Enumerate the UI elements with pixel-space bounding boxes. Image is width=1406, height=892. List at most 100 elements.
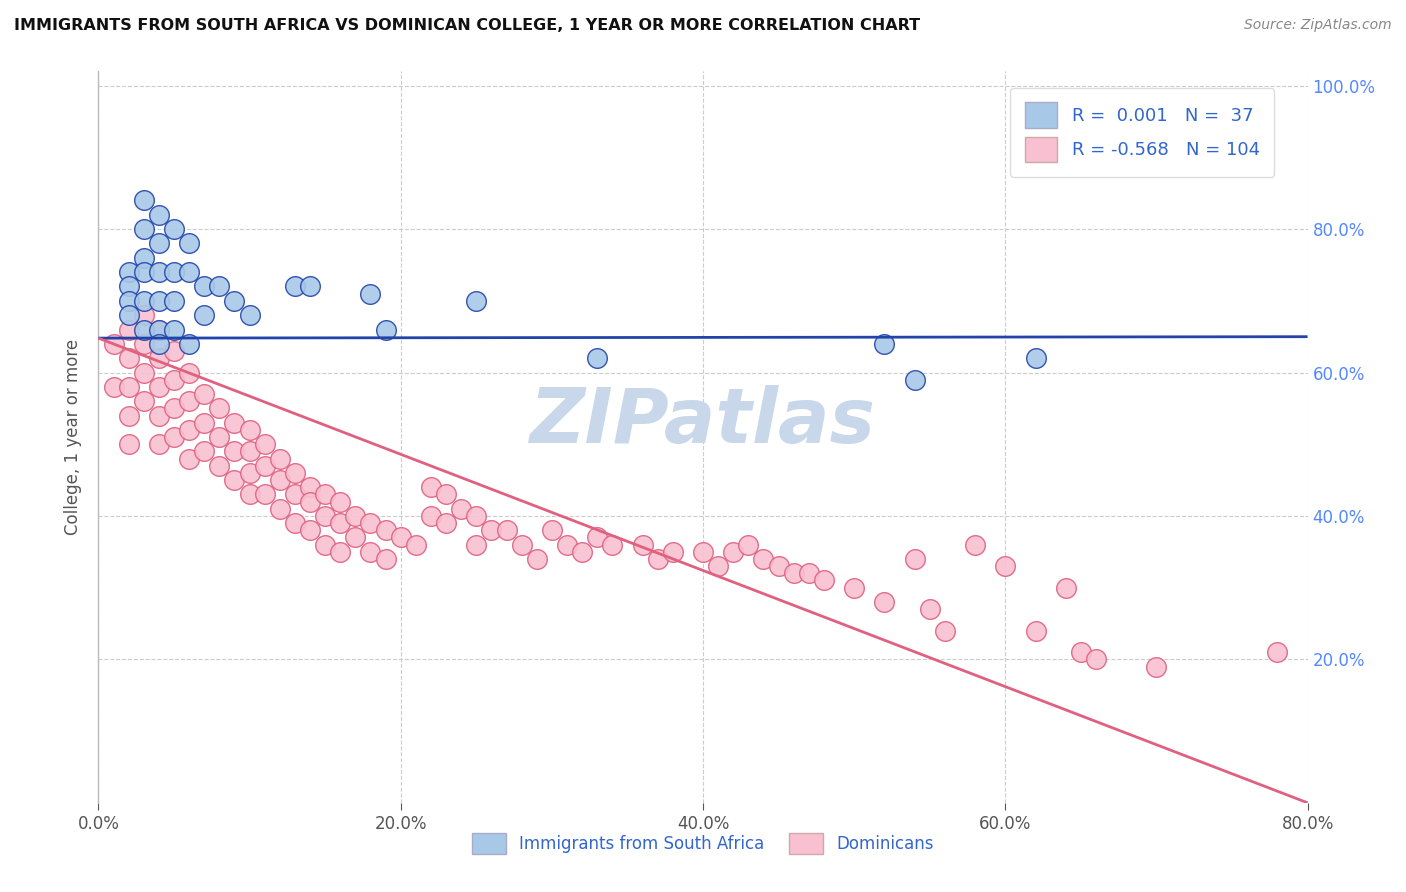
Point [873, 336, 896, 351]
Point [179, 451, 201, 466]
Point [253, 437, 276, 451]
Point [148, 293, 170, 308]
Point [555, 538, 578, 552]
Point [450, 501, 472, 516]
Point [299, 524, 322, 538]
Point [208, 279, 231, 293]
Point [103, 336, 125, 351]
Point [179, 236, 201, 251]
Point [1070, 645, 1092, 659]
Point [179, 366, 201, 380]
Point [465, 508, 488, 523]
Point [148, 380, 170, 394]
Point [873, 595, 896, 609]
Point [813, 574, 835, 588]
Point [707, 559, 730, 574]
Point [647, 552, 669, 566]
Point [118, 409, 141, 423]
Point [797, 566, 820, 581]
Point [299, 480, 322, 494]
Point [465, 538, 488, 552]
Point [329, 516, 352, 530]
Point [783, 566, 806, 581]
Point [148, 322, 170, 336]
Point [269, 451, 291, 466]
Point [118, 293, 141, 308]
Point [239, 423, 262, 437]
Point [148, 322, 170, 336]
Point [163, 344, 186, 359]
Point [224, 444, 246, 458]
Point [284, 279, 307, 293]
Point [329, 545, 352, 559]
Point [284, 466, 307, 480]
Y-axis label: College, 1 year or more: College, 1 year or more [65, 339, 83, 535]
Point [179, 336, 201, 351]
Point [314, 487, 336, 501]
Point [118, 380, 141, 394]
Point [602, 538, 624, 552]
Point [239, 466, 262, 480]
Point [118, 279, 141, 293]
Point [239, 444, 262, 458]
Point [918, 602, 941, 616]
Point [179, 265, 201, 279]
Point [193, 387, 215, 401]
Point [132, 265, 155, 279]
Point [994, 559, 1017, 574]
Point [132, 394, 155, 409]
Point [389, 531, 412, 545]
Point [586, 531, 609, 545]
Point [193, 416, 215, 430]
Text: IMMIGRANTS FROM SOUTH AFRICA VS DOMINICAN COLLEGE, 1 YEAR OR MORE CORRELATION CH: IMMIGRANTS FROM SOUTH AFRICA VS DOMINICA… [14, 18, 920, 33]
Point [163, 322, 186, 336]
Point [374, 322, 396, 336]
Point [661, 545, 683, 559]
Point [360, 545, 382, 559]
Text: ZIPatlas: ZIPatlas [530, 385, 876, 459]
Point [148, 336, 170, 351]
Point [118, 351, 141, 366]
Point [360, 286, 382, 301]
Point [934, 624, 956, 638]
Point [239, 308, 262, 322]
Point [224, 293, 246, 308]
Point [103, 380, 125, 394]
Point [737, 538, 759, 552]
Point [163, 430, 186, 444]
Point [360, 516, 382, 530]
Point [1267, 645, 1289, 659]
Point [118, 308, 141, 322]
Point [269, 473, 291, 487]
Point [344, 531, 367, 545]
Point [1054, 581, 1077, 595]
Legend: Immigrants from South Africa, Dominicans: Immigrants from South Africa, Dominicans [465, 827, 941, 860]
Point [571, 545, 593, 559]
Point [752, 552, 775, 566]
Point [179, 394, 201, 409]
Point [148, 236, 170, 251]
Point [284, 487, 307, 501]
Point [208, 401, 231, 416]
Point [586, 351, 609, 366]
Point [526, 552, 548, 566]
Point [163, 401, 186, 416]
Point [132, 293, 155, 308]
Text: Source: ZipAtlas.com: Source: ZipAtlas.com [1244, 18, 1392, 32]
Point [163, 265, 186, 279]
Point [132, 251, 155, 265]
Point [193, 279, 215, 293]
Point [1144, 659, 1167, 673]
Point [148, 437, 170, 451]
Point [179, 423, 201, 437]
Point [374, 552, 396, 566]
Point [269, 501, 291, 516]
Point [132, 322, 155, 336]
Point [132, 194, 155, 208]
Point [163, 373, 186, 387]
Point [465, 293, 488, 308]
Point [118, 437, 141, 451]
Point [253, 487, 276, 501]
Point [118, 322, 141, 336]
Point [495, 524, 517, 538]
